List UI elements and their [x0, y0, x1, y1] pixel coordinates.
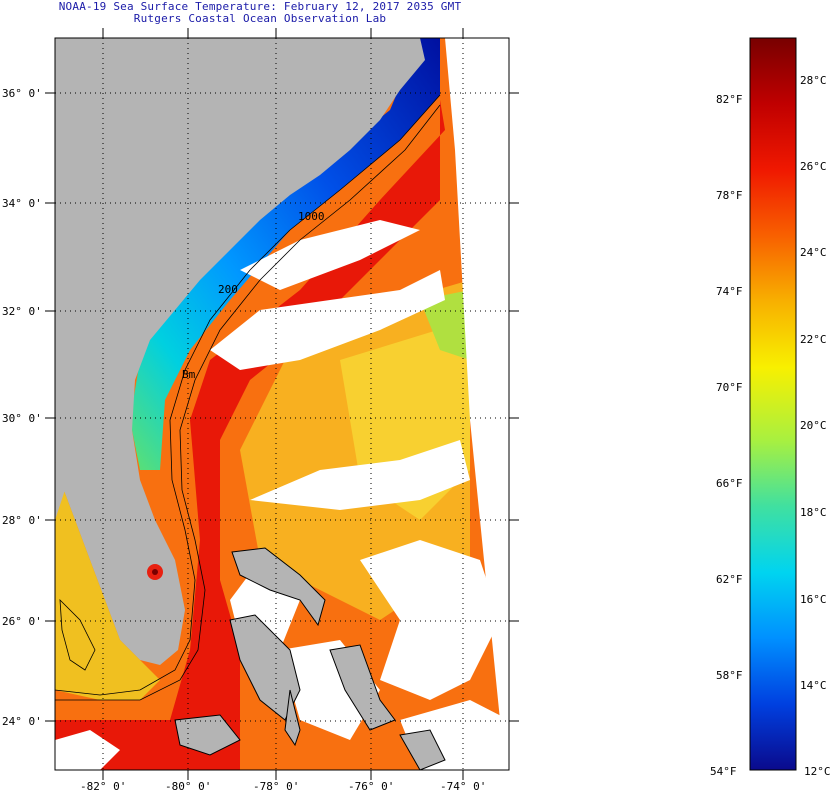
f-label: 78°F [716, 189, 743, 202]
celsius-scale: 28°C 26°C 24°C 22°C 20°C 18°C 16°C 14°C … [800, 74, 831, 778]
f-label: 66°F [716, 477, 743, 490]
c-label: 18°C [800, 506, 827, 519]
lon-label: -78° 0' [253, 780, 299, 793]
colorbar: 82°F 78°F 74°F 70°F 66°F 62°F 58°F 54°F … [710, 37, 831, 778]
longitude-labels: -82° 0' -80° 0' -78° 0' -76° 0' -74° 0' [80, 780, 486, 793]
map-title: NOAA-19 Sea Surface Temperature: Februar… [58, 0, 462, 13]
map-frame [54, 37, 510, 771]
lon-label: -82° 0' [80, 780, 126, 793]
gulf-stream [55, 100, 445, 770]
lat-label: 36° 0' [2, 87, 42, 100]
c-label: 20°C [800, 419, 827, 432]
colorbar-gradient [749, 37, 797, 771]
latitude-labels: 36° 0' 34° 0' 32° 0' 30° 0' 28° 0' 26° 0… [2, 87, 42, 728]
c-label: 16°C [800, 593, 827, 606]
contour-label-1000: 1000 [298, 210, 325, 223]
contour-label-bm: Bm [182, 368, 196, 381]
f-label: 54°F [710, 765, 737, 778]
gulf-coast-water [55, 460, 160, 700]
contour-label-200: 200 [218, 283, 238, 296]
c-label: 12°C [804, 765, 831, 778]
lat-label: 32° 0' [2, 305, 42, 318]
lat-label: 28° 0' [2, 514, 42, 527]
lat-label: 34° 0' [2, 197, 42, 210]
c-label: 24°C [800, 246, 827, 259]
f-label: 74°F [716, 285, 743, 298]
bahamas [174, 547, 446, 770]
map-subtitle: Rutgers Coastal Ocean Observation Lab [133, 12, 387, 25]
no-data-region [440, 38, 509, 770]
depth-contours [55, 94, 441, 701]
fahrenheit-scale: 82°F 78°F 74°F 70°F 66°F 62°F 58°F 54°F [710, 93, 743, 778]
c-label: 28°C [800, 74, 827, 87]
lon-label: -74° 0' [440, 780, 486, 793]
lat-label: 24° 0' [2, 715, 42, 728]
graticule [55, 38, 509, 770]
lon-label: -76° 0' [348, 780, 394, 793]
c-label: 22°C [800, 333, 827, 346]
f-label: 82°F [716, 93, 743, 106]
continental-shelf [130, 38, 440, 470]
map-ticks [45, 28, 519, 780]
cool-patch [420, 290, 470, 360]
land-mass [55, 38, 425, 665]
lon-label: -80° 0' [165, 780, 211, 793]
panhandle-land [55, 460, 65, 520]
c-label: 14°C [800, 679, 827, 692]
f-label: 70°F [716, 381, 743, 394]
f-label: 58°F [716, 669, 743, 682]
c-label: 26°C [800, 160, 827, 173]
f-label: 62°F [716, 573, 743, 586]
lat-label: 30° 0' [2, 412, 42, 425]
lat-label: 26° 0' [2, 615, 42, 628]
sst-map: 200 1000 Bm [55, 38, 509, 770]
